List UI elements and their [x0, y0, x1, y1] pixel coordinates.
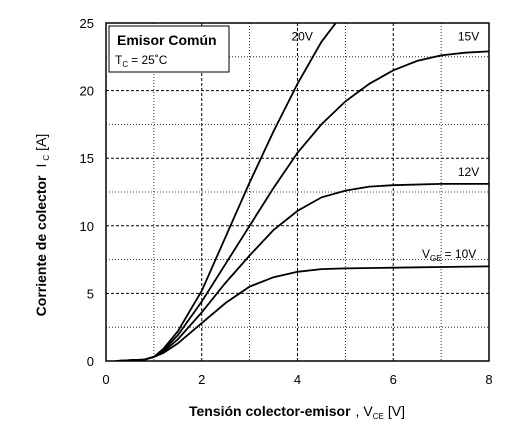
y-axis-title: Corriente de colector IC [A] [33, 134, 51, 317]
legend-condition-subscript: C [122, 60, 128, 69]
series-label-10v-subscript: GE [430, 254, 442, 263]
series-label-10v: VGE = 10V [422, 247, 476, 263]
grid [106, 23, 489, 361]
axis-ticks: 0 2 4 6 8 0 5 10 15 20 25 [80, 16, 493, 387]
x-tick-label: 2 [198, 372, 205, 387]
legend-box: Emisor Común TC = 25˚C [108, 25, 230, 73]
y-axis-label: Corriente de colector [33, 175, 49, 316]
y-tick-label: 10 [80, 219, 94, 234]
x-tick-label: 4 [294, 372, 301, 387]
legend-condition: TC = 25˚C [115, 53, 168, 69]
y-tick-label: 15 [80, 151, 94, 166]
legend-condition-symbol: T [115, 53, 123, 67]
y-axis-symbol: I [33, 164, 49, 168]
x-axis-unit: [V] [388, 403, 405, 419]
x-axis-label: Tensión colector-emisor [189, 403, 351, 419]
y-axis-subscript: C [42, 155, 51, 161]
series-label-10v-symbol: V [422, 247, 430, 261]
legend-condition-value: = 25˚C [131, 53, 168, 67]
series-line-15v [115, 50, 489, 361]
x-axis-title: Tensión colector-emisor, VCE [V] [189, 403, 405, 421]
x-axis-subscript: CE [373, 412, 384, 421]
x-tick-label: 0 [102, 372, 109, 387]
x-axis-symbol: V [363, 403, 373, 419]
y-tick-label: 25 [80, 16, 94, 31]
y-tick-label: 0 [87, 354, 94, 369]
series-label-10v-value: = 10V [445, 247, 477, 261]
series-labels: 20V 15V 12V VGE = 10V [292, 30, 480, 264]
series-label-20v: 20V [292, 30, 313, 44]
series-line-12v [115, 183, 489, 361]
x-tick-label: 6 [390, 372, 397, 387]
series-label-15v: 15V [458, 30, 479, 44]
x-axis-comma: , [356, 403, 360, 419]
legend-frame [108, 25, 230, 73]
series-label-12v: 12V [458, 165, 479, 179]
plot-frame [105, 22, 490, 362]
x-tick-label: 8 [485, 372, 492, 387]
y-tick-label: 5 [87, 286, 94, 301]
series-group [115, 23, 489, 361]
legend-title: Emisor Común [117, 32, 217, 48]
series-line-10v [115, 265, 489, 361]
y-tick-label: 20 [80, 84, 94, 99]
y-axis-unit: [A] [33, 134, 49, 151]
